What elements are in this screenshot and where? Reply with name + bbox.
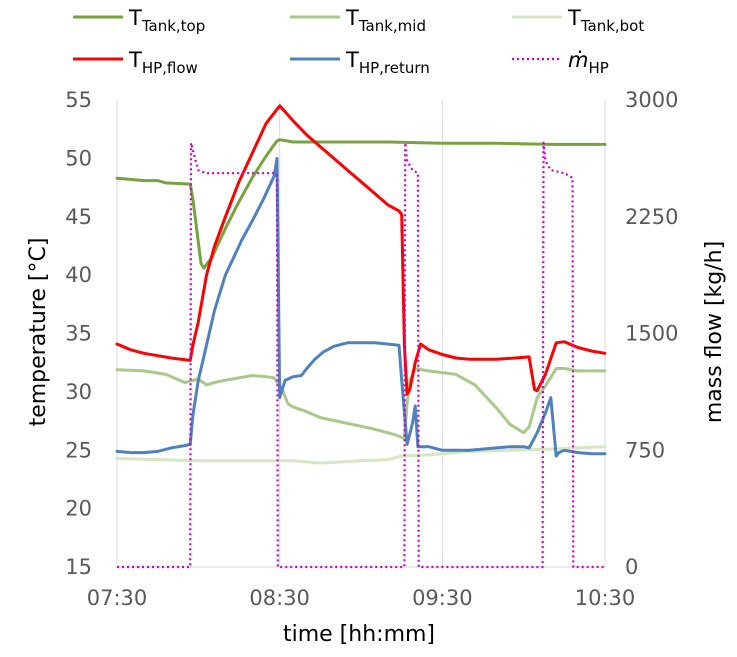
left-tick-label: 25 — [65, 438, 92, 462]
left-tick-label: 40 — [65, 263, 92, 287]
legend-label: ṁHP — [568, 48, 609, 77]
x-axis-title: time [hh:mm] — [283, 622, 435, 647]
left-tick-label: 35 — [65, 322, 92, 346]
legend-item: TTank,bot — [512, 6, 644, 35]
right-tick-label: 1500 — [625, 322, 678, 346]
series-line-t-tank-top — [115, 138, 607, 270]
right-axis-ticks: 0 750 1500 2250 3000 — [625, 88, 678, 579]
legend: TTank,top TTank,mid TTank,bot THP,flow THP,r… — [73, 6, 644, 77]
x-axis-ticks: 07:30 08:30 09:30 10:30 — [87, 586, 636, 610]
series-line-mdot-hp — [117, 141, 605, 569]
left-tick-label: 20 — [65, 497, 92, 521]
series-line-t-tank-bot — [115, 445, 607, 465]
legend-item: TTank,top — [73, 6, 205, 35]
legend-item: ṁHP — [512, 48, 609, 77]
left-tick-label: 30 — [65, 380, 92, 404]
series-line-t-hp-flow — [115, 104, 607, 396]
x-tick-label: 09:30 — [412, 586, 473, 610]
legend-item: TTank,mid — [290, 6, 426, 35]
series-line-t-hp-return — [115, 156, 607, 458]
legend-label: THP,flow — [128, 48, 198, 77]
series-lines — [115, 104, 607, 569]
right-axis-title: mass flow [kg/h] — [702, 241, 727, 423]
right-tick-label: 0 — [625, 555, 638, 579]
right-tick-label: 2250 — [625, 205, 678, 229]
left-axis-ticks: 15 20 25 30 35 40 45 50 55 — [65, 88, 92, 579]
left-tick-label: 45 — [65, 205, 92, 229]
series-line-t-tank-mid — [115, 367, 607, 441]
right-tick-label: 3000 — [625, 88, 678, 112]
legend-label: TTank,top — [128, 6, 205, 35]
left-tick-label: 50 — [65, 146, 92, 170]
left-tick-label: 15 — [65, 555, 92, 579]
legend-label: THP,return — [345, 48, 430, 77]
legend-item: THP,return — [290, 48, 430, 77]
x-tick-label: 07:30 — [87, 586, 148, 610]
right-tick-label: 750 — [625, 438, 665, 462]
left-axis-title: temperature [°C] — [26, 238, 51, 427]
left-tick-label: 55 — [65, 88, 92, 112]
legend-item: THP,flow — [73, 48, 198, 77]
legend-label: TTank,bot — [567, 6, 644, 35]
grid — [279, 100, 606, 567]
x-tick-label: 08:30 — [249, 586, 310, 610]
legend-label: TTank,mid — [345, 6, 426, 35]
x-tick-label: 10:30 — [575, 586, 636, 610]
